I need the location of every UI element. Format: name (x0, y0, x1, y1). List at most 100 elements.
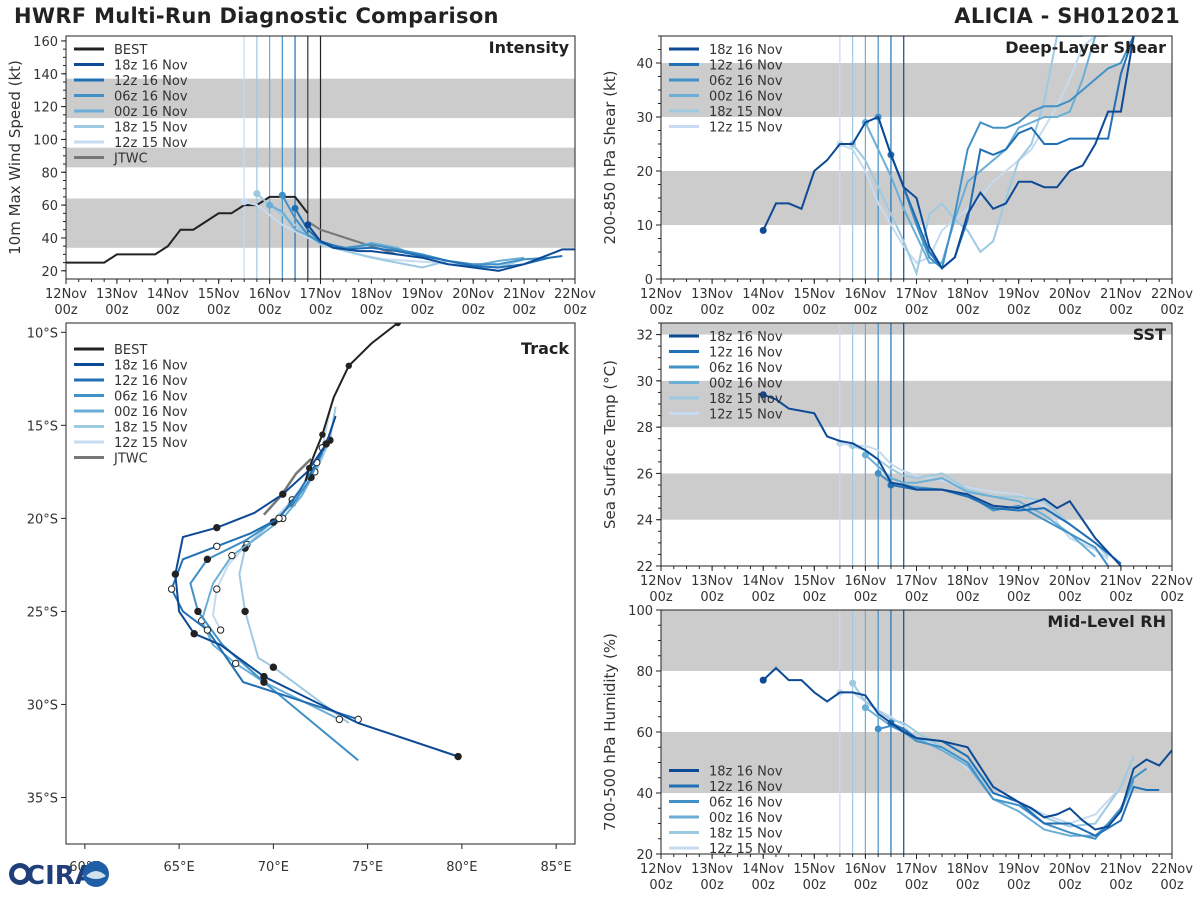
rh-y-tick-label: 20 (636, 848, 653, 863)
track-position-marker (335, 715, 344, 724)
sst-x-tick-label: 00z (700, 590, 724, 605)
intensity-legend-label: 06z 16 Nov (114, 90, 188, 105)
rh-x-tick-label: 22Nov (1151, 862, 1193, 877)
sst-shade-band (661, 323, 1172, 335)
track-position-marker (279, 490, 287, 498)
shear-y-axis-label: 200-850 hPa Shear (kt) (601, 71, 619, 245)
sst-series-line (762, 393, 1122, 566)
shear-legend-label: 00z 16 Nov (709, 90, 783, 105)
track-position-marker (203, 626, 212, 634)
intensity-x-tick-label: 16Nov (249, 287, 291, 302)
intensity-legend-label: 00z 16 Nov (114, 105, 188, 120)
track-legend-label: BEST (114, 343, 147, 358)
track-position-marker (269, 663, 278, 671)
sst-x-tick-label: 15Nov (793, 574, 835, 589)
panel-shear: 12Nov00z13Nov00z14Nov00z15Nov00z16Nov00z… (601, 35, 1193, 318)
intensity-x-tick-label: 00z (411, 303, 435, 318)
track-y-tick-label: 10°S (27, 326, 58, 341)
rh-y-tick-label: 80 (636, 665, 653, 680)
intensity-legend-label: 18z 16 Nov (114, 59, 188, 74)
shear-x-tick-label: 12Nov (640, 287, 682, 302)
intensity-init-marker (240, 198, 248, 206)
intensity-x-tick-label: 00z (360, 303, 384, 318)
sst-y-tick-label: 24 (636, 514, 653, 529)
intensity-y-tick-label: 20 (41, 265, 58, 280)
track-best-marker (394, 323, 401, 327)
rh-legend-label: 06z 16 Nov (709, 796, 783, 811)
track-x-tick-label: 65°E (163, 860, 194, 875)
intensity-y-tick-label: 120 (33, 101, 58, 116)
intensity-x-tick-label: 21Nov (503, 287, 545, 302)
sst-init-marker (874, 469, 882, 477)
rh-legend-label: 18z 15 Nov (709, 827, 783, 842)
shear-x-tick-label: 21Nov (1100, 287, 1142, 302)
rh-x-tick-label: 19Nov (998, 862, 1040, 877)
sst-x-tick-label: 00z (905, 590, 929, 605)
shear-x-tick-label: 00z (1058, 303, 1082, 318)
rh-legend-label: 12z 15 Nov (709, 842, 783, 857)
panel-rh: 12Nov00z13Nov00z14Nov00z15Nov00z16Nov00z… (601, 604, 1193, 893)
track-x-tick-label: 80°E (446, 860, 477, 875)
shear-y-tick-label: 10 (636, 219, 653, 234)
track-position-marker (167, 585, 176, 593)
track-position-marker (190, 630, 198, 638)
rh-legend-label: 00z 16 Nov (709, 811, 783, 826)
cira-logo: CIRA (4, 856, 114, 896)
shear-y-tick-label: 0 (645, 273, 653, 288)
shear-x-tick-label: 00z (905, 303, 929, 318)
shear-x-tick-label: 00z (1109, 303, 1133, 318)
track-position-marker (322, 440, 330, 448)
intensity-x-tick-label: 20Nov (452, 287, 494, 302)
rh-x-tick-label: 00z (803, 878, 827, 893)
intensity-init-marker (291, 204, 299, 212)
rh-x-tick-label: 20Nov (1049, 862, 1091, 877)
shear-x-tick-label: 00z (1160, 303, 1184, 318)
track-y-tick-label: 20°S (27, 512, 58, 527)
track-legend-label: JTWC (113, 452, 148, 467)
intensity-plot-area (66, 36, 575, 279)
rh-plot-area (661, 610, 1172, 854)
page-title: HWRF Multi-Run Diagnostic Comparison (14, 4, 499, 28)
intensity-x-tick-label: 13Nov (96, 287, 138, 302)
sst-y-tick-label: 30 (636, 375, 653, 390)
sst-x-tick-label: 19Nov (998, 574, 1040, 589)
sst-x-tick-label: 00z (854, 590, 878, 605)
intensity-x-tick-label: 22Nov (554, 287, 596, 302)
shear-x-tick-label: 22Nov (1151, 287, 1193, 302)
rh-y-tick-label: 100 (628, 604, 653, 619)
sst-y-tick-label: 32 (636, 329, 653, 344)
sst-init-marker (861, 451, 869, 459)
shear-y-tick-label: 40 (636, 57, 653, 72)
sst-y-axis-label: Sea Surface Temp (°C) (601, 360, 619, 529)
intensity-x-tick-label: 00z (309, 303, 333, 318)
track-position-marker (171, 570, 180, 578)
shear-x-tick-label: 13Nov (691, 287, 733, 302)
rh-x-tick-label: 00z (752, 878, 776, 893)
intensity-x-tick-label: 00z (512, 303, 536, 318)
shear-x-tick-label: 00z (752, 303, 776, 318)
rh-x-tick-label: 00z (649, 878, 673, 893)
track-y-tick-label: 35°S (27, 791, 58, 806)
rh-x-tick-label: 13Nov (691, 862, 733, 877)
sst-x-tick-label: 00z (1160, 590, 1184, 605)
track-legend-label: 18z 16 Nov (114, 359, 188, 374)
sst-legend-label: 12z 15 Nov (709, 408, 783, 423)
rh-x-tick-label: 16Nov (844, 862, 886, 877)
rh-y-axis-label: 700-500 hPa Humidity (%) (601, 633, 619, 831)
track-legend-label: 06z 16 Nov (114, 390, 188, 405)
sst-x-tick-label: 00z (803, 590, 827, 605)
track-plot-area (167, 323, 462, 762)
shear-series-line (877, 36, 1135, 271)
rh-init-marker (861, 704, 869, 712)
storm-title: ALICIA - SH012021 (954, 4, 1180, 28)
panel-sst: 12Nov00z13Nov00z14Nov00z15Nov00z16Nov00z… (601, 322, 1193, 605)
track-series-line (170, 443, 359, 721)
intensity-legend-label: JTWC (113, 152, 148, 167)
shear-panel-title: Deep-Layer Shear (1005, 38, 1166, 57)
shear-x-tick-label: 00z (854, 303, 878, 318)
shear-plot-area (661, 36, 1172, 279)
intensity-init-marker (278, 191, 286, 199)
